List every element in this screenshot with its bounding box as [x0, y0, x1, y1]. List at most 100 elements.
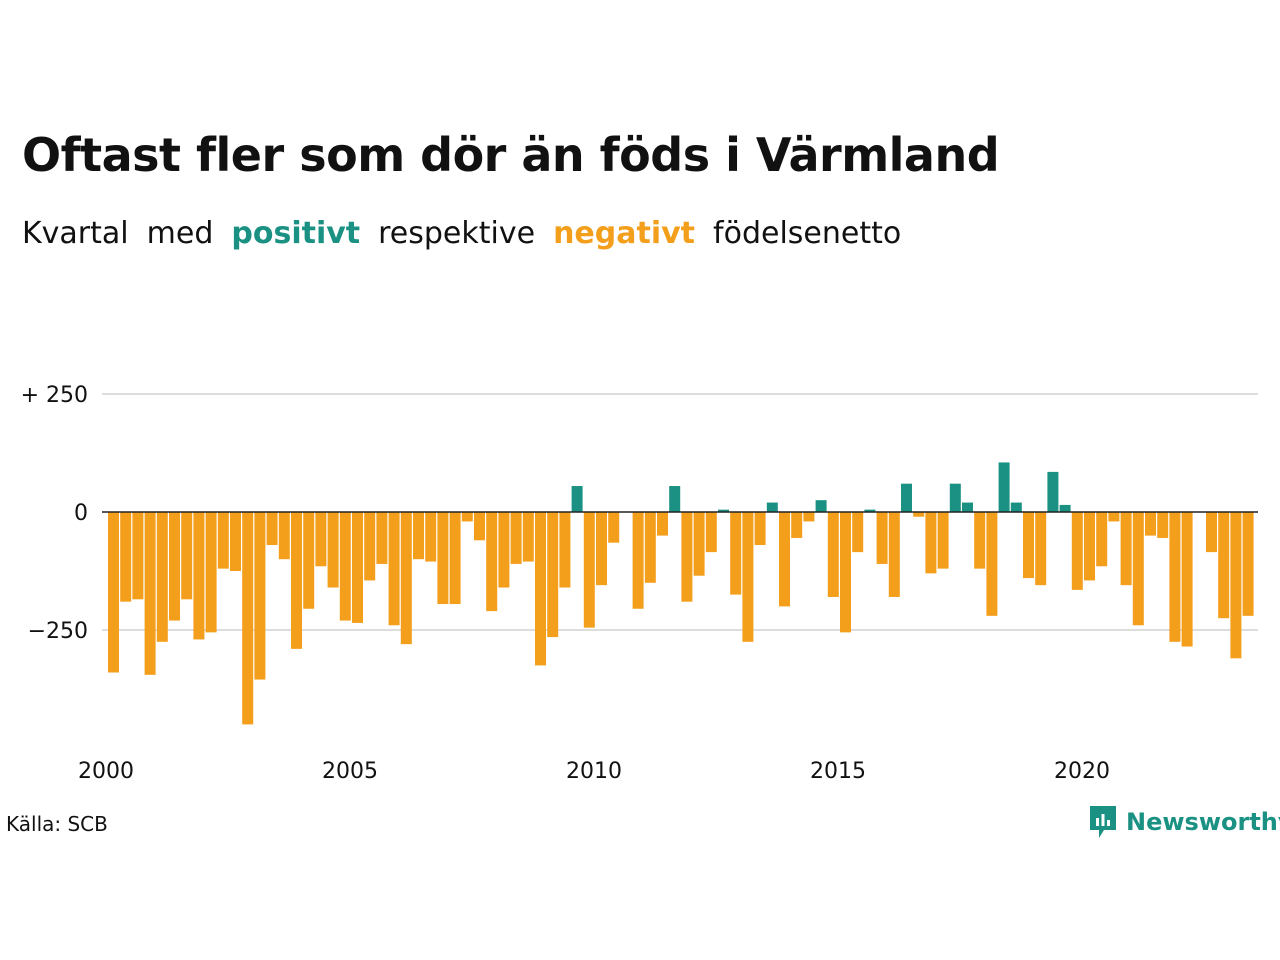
bar-negative	[217, 512, 229, 569]
bar-negative	[108, 512, 119, 673]
bar-negative	[1242, 512, 1254, 616]
bar-negative	[327, 512, 339, 588]
bar-positive	[962, 502, 973, 512]
bar-negative	[132, 512, 144, 600]
bar-negative	[547, 512, 559, 638]
bar-negative	[791, 512, 803, 538]
subtitle-word-respektive: respektive	[378, 216, 536, 251]
bar-negative	[120, 512, 132, 602]
bar-negative	[230, 512, 241, 571]
legend-negative-label: negativt	[553, 216, 696, 251]
bar-positive	[949, 483, 961, 512]
bar-negative	[291, 512, 302, 649]
bar-positive	[1010, 502, 1022, 512]
bar-negative	[779, 512, 790, 607]
bar-negative	[449, 512, 461, 605]
bar-negative	[1206, 512, 1217, 553]
bar-negative	[205, 512, 217, 633]
bar-negative	[657, 512, 668, 536]
bar-negative	[535, 512, 546, 666]
bar-negative	[583, 512, 595, 628]
bar-negative	[169, 512, 180, 621]
bar-negative	[1023, 512, 1034, 579]
x-tick-label: 2010	[566, 759, 622, 784]
bar-negative	[803, 512, 815, 522]
bar-negative	[1084, 512, 1095, 581]
bar-positive	[669, 486, 681, 512]
subtitle-word-med: med	[146, 216, 214, 251]
bar-negative	[193, 512, 205, 640]
bar-negative	[1120, 512, 1132, 586]
bar-negative	[278, 512, 290, 560]
newsworthy-logo-icon	[1090, 806, 1116, 838]
bar-negative	[925, 512, 937, 574]
bar-negative	[1218, 512, 1230, 619]
bar-negative	[339, 512, 351, 621]
bar-negative	[730, 512, 742, 595]
bar-negative	[254, 512, 266, 680]
bar-negative	[1230, 512, 1242, 659]
bar-negative	[352, 512, 363, 623]
bar-negative	[1157, 512, 1169, 538]
x-tick-label: 2015	[810, 759, 866, 784]
bar-positive	[1047, 471, 1059, 512]
bar-negative	[510, 512, 522, 564]
bar-negative	[474, 512, 485, 541]
bar-negative	[693, 512, 705, 576]
bar-negative	[144, 512, 156, 675]
bar-negative	[461, 512, 473, 522]
bar-negative	[376, 512, 388, 564]
bar-positive	[571, 486, 583, 512]
bar-negative	[937, 512, 949, 569]
bar-negative	[681, 512, 693, 602]
bar-negative	[437, 512, 449, 605]
bar-chart: + 250 0 −250 2000 2005 2010 2015 2020	[21, 383, 1258, 784]
bar-negative	[425, 512, 437, 562]
bar-negative	[742, 512, 754, 642]
bar-negative	[486, 512, 498, 612]
bar-negative	[913, 512, 925, 517]
bar-negative	[522, 512, 534, 562]
bar-negative	[1145, 512, 1156, 536]
bar-positive	[1059, 504, 1071, 512]
bar-negative	[364, 512, 376, 581]
bar-positive	[998, 462, 1010, 512]
bar-negative	[413, 512, 424, 560]
bar-positive	[901, 483, 912, 512]
bar-negative	[1169, 512, 1181, 642]
bar-negative	[852, 512, 864, 553]
bar-negative	[754, 512, 766, 546]
subtitle-word-kvartal: Kvartal	[22, 216, 129, 251]
bar-negative	[266, 512, 278, 546]
bar-negative	[1181, 512, 1193, 647]
bar-negative	[1108, 512, 1120, 522]
newsworthy-logo-text: Newsworthy	[1126, 808, 1280, 836]
bar-negative	[1071, 512, 1083, 590]
bar-negative	[888, 512, 900, 597]
bar-negative	[1096, 512, 1108, 567]
bar-negative	[400, 512, 412, 645]
bar-negative	[498, 512, 510, 588]
x-tick-label: 2020	[1054, 759, 1110, 784]
bar-positive	[864, 509, 876, 512]
bar-positive	[766, 502, 778, 512]
bar-negative	[596, 512, 607, 586]
bar-negative	[303, 512, 315, 609]
bar-negative	[632, 512, 644, 609]
chart-title: Oftast fler som dör än föds i Värmland	[22, 128, 1000, 182]
bar-negative	[1132, 512, 1144, 626]
bar-negative	[608, 512, 620, 543]
y-tick-label: + 250	[21, 383, 88, 408]
bar-negative	[388, 512, 400, 626]
bar-negative	[974, 512, 986, 569]
newsworthy-logo: Newsworthy	[1088, 804, 1280, 840]
y-tick-label: −250	[28, 619, 88, 644]
chart-subtitle: Kvartal med positivt respektive negativt föde…	[22, 216, 919, 251]
bar-negative	[705, 512, 717, 553]
bar-positive	[718, 509, 729, 512]
bar-negative	[242, 512, 254, 725]
bar-negative	[156, 512, 168, 642]
y-tick-label: 0	[74, 501, 88, 526]
bar-negative	[559, 512, 571, 588]
bar-negative	[827, 512, 839, 597]
